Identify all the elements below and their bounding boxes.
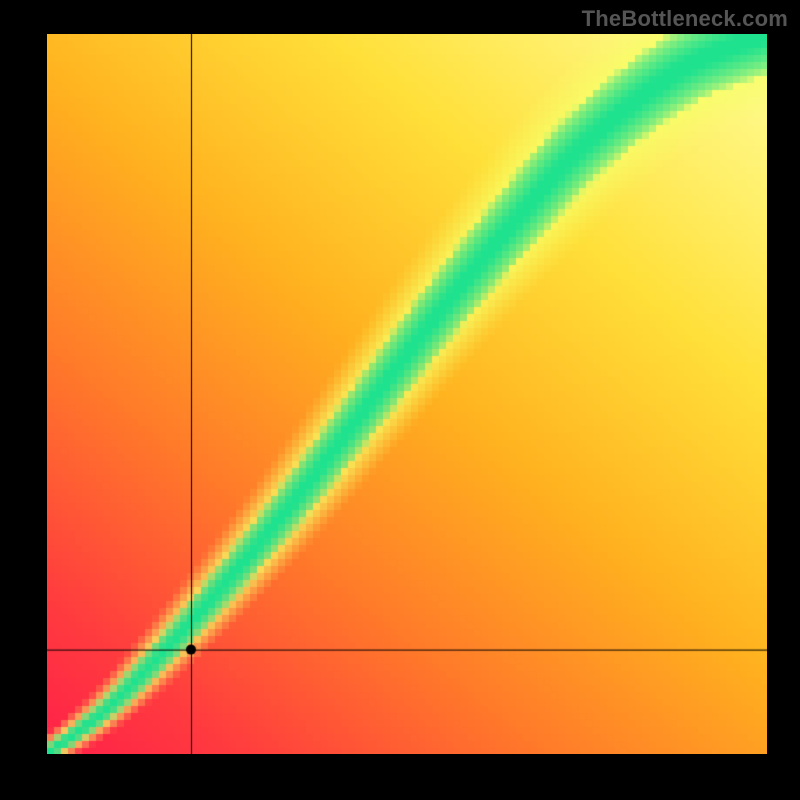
watermark-text: TheBottleneck.com	[582, 6, 788, 32]
heatmap-canvas	[47, 34, 767, 754]
chart-container: TheBottleneck.com	[0, 0, 800, 800]
